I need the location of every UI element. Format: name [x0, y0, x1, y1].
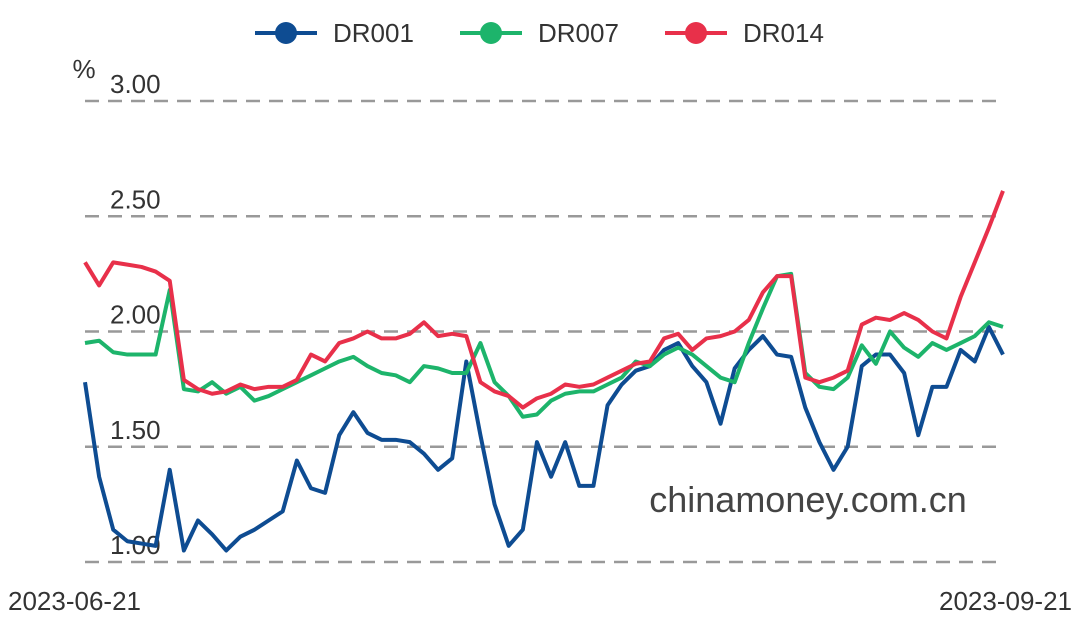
legend-marker: [685, 22, 707, 44]
x-tick-label: 2023-06-21: [8, 586, 141, 616]
y-tick-label: 1.50: [110, 415, 161, 445]
x-tick-label: 2023-09-21: [939, 586, 1072, 616]
legend-marker: [275, 22, 297, 44]
watermark: chinamoney.com.cn: [649, 479, 966, 520]
y-axis-label: %: [72, 54, 95, 84]
y-tick-label: 2.00: [110, 300, 161, 330]
legend-label: DR014: [743, 18, 824, 48]
y-tick-label: 2.50: [110, 184, 161, 214]
legend-marker: [480, 22, 502, 44]
y-tick-label: 3.00: [110, 69, 161, 99]
legend-label: DR007: [538, 18, 619, 48]
series-line: [83, 324, 1005, 553]
legend-label: DR001: [333, 18, 414, 48]
series-line: [83, 190, 1005, 410]
series-line: [84, 271, 1004, 419]
